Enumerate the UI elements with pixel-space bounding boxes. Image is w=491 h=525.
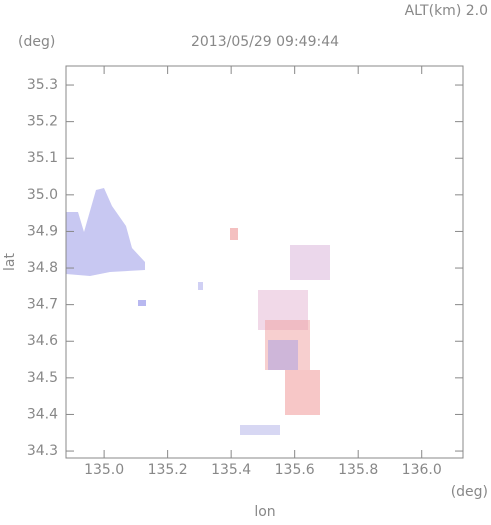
x-tick-label: 135.6: [275, 462, 315, 478]
x-tick-label: 135.4: [211, 462, 251, 478]
x-unit: (deg): [451, 484, 488, 500]
plot-frame: [65, 65, 464, 459]
echo-area: [66, 188, 145, 276]
x-axis-label: lon: [254, 504, 275, 520]
y-tick-label: 35.1: [27, 150, 58, 166]
echo-field: [66, 188, 330, 435]
y-tick-label: 35.3: [27, 77, 58, 93]
y-axis-label: lat: [2, 253, 18, 271]
echo-area: [240, 425, 280, 435]
x-tick-label: 135.0: [84, 462, 124, 478]
x-tick-label: 135.8: [338, 462, 378, 478]
y-tick-label: 35.0: [27, 187, 58, 203]
y-tick-label: 34.6: [27, 333, 58, 349]
x-tick-label: 136.0: [402, 462, 442, 478]
y-tick-label: 34.4: [27, 406, 58, 422]
y-tick-label: 35.2: [27, 114, 58, 130]
echo-area: [290, 245, 330, 280]
y-tick-label: 34.8: [27, 260, 58, 276]
x-tick-label: 135.2: [148, 462, 188, 478]
y-tick-label: 34.3: [27, 443, 58, 459]
echo-area: [138, 300, 146, 306]
y-tick-label: 34.9: [27, 223, 58, 239]
echo-area: [268, 340, 298, 370]
altitude-label: ALT(km) 2.0: [405, 3, 488, 19]
echo-area: [198, 282, 203, 290]
y-unit: (deg): [18, 34, 55, 50]
y-tick-label: 34.5: [27, 370, 58, 386]
y-tick-label: 34.7: [27, 297, 58, 313]
echo-area: [265, 320, 310, 370]
echo-area: [230, 228, 238, 240]
echo-area: [285, 370, 320, 415]
chart-title: 2013/05/29 09:49:44: [191, 34, 339, 50]
